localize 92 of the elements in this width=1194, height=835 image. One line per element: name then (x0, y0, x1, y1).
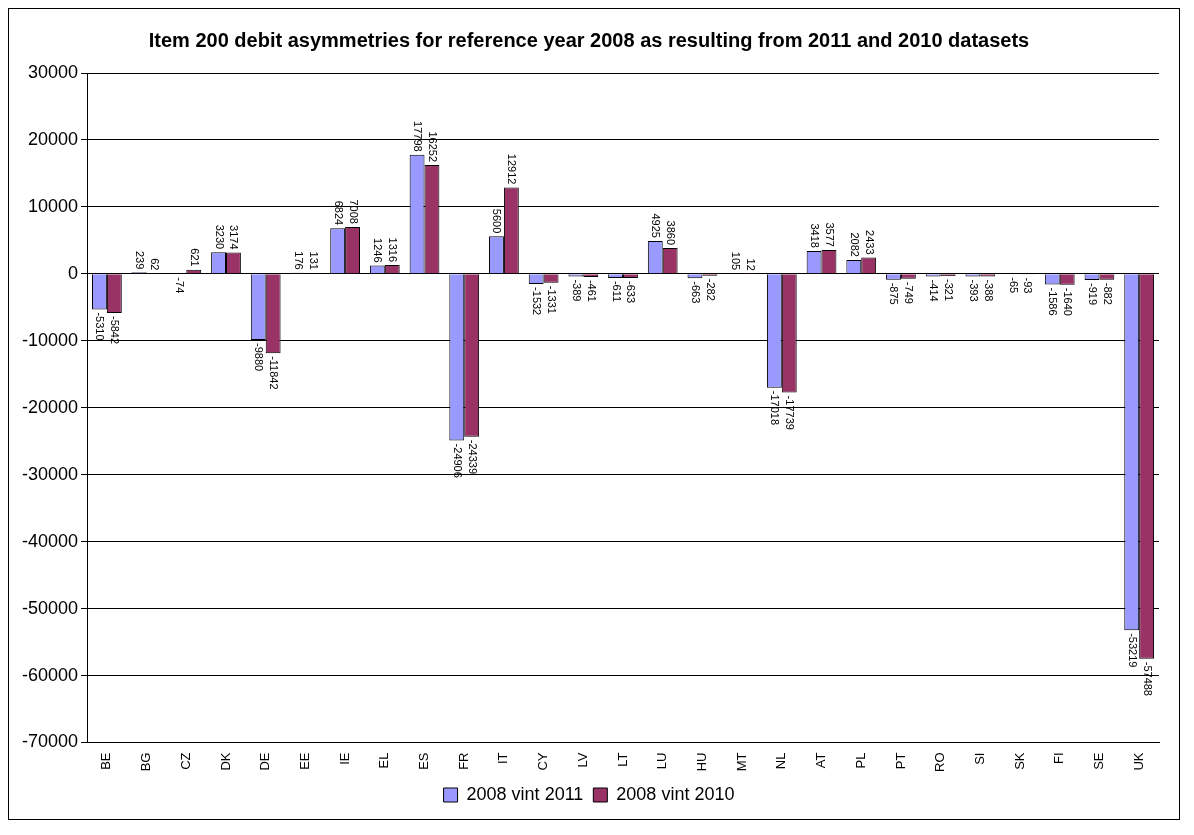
chart-title: Item 200 debit asymmetries for reference year 2008 as resulting from 2011 and 2010 datasets (148, 28, 1030, 51)
data-label: 239 (134, 250, 147, 270)
data-label: -1586 (1047, 287, 1060, 316)
x-tick-label: SK (1011, 752, 1027, 770)
x-tick-label: LV (574, 752, 590, 768)
data-label: -749 (903, 281, 916, 304)
data-label: 12 (744, 258, 757, 271)
data-label: 1246 (372, 238, 385, 263)
data-label: 2433 (863, 230, 876, 255)
data-label: 5600 (491, 208, 504, 234)
x-tick-label: ES (416, 752, 432, 770)
x-tick-label: DE (257, 752, 273, 771)
data-label: 105 (729, 251, 742, 271)
x-tick-label: DK (217, 752, 233, 771)
data-label: 3174 (228, 225, 241, 250)
y-tick-label: 0 (68, 262, 79, 283)
data-label: 621 (188, 248, 201, 267)
data-label: -57488 (1141, 661, 1154, 696)
data-label: 4925 (650, 213, 663, 238)
data-label: -93 (1022, 277, 1035, 294)
data-label: -414 (928, 279, 941, 302)
x-tick-label: FI (1051, 752, 1067, 765)
data-label: -282 (704, 278, 717, 301)
data-label: -24906 (451, 443, 464, 478)
x-tick-label: EL (376, 752, 392, 769)
x-tick-label: UK (1130, 752, 1146, 771)
x-tick-label: FR (455, 752, 471, 770)
data-label: -17739 (784, 395, 797, 430)
legend-label: 2008 vint 2010 (616, 783, 735, 804)
x-tick-label: NL (773, 752, 789, 770)
x-tick-label: IE (336, 752, 352, 765)
data-label: 3230 (213, 224, 226, 250)
y-tick-label: -40000 (21, 530, 79, 551)
data-label: 17798 (412, 121, 425, 152)
y-tick-label: -50000 (21, 597, 79, 618)
data-label: -611 (610, 280, 623, 303)
x-tick-label: HU (694, 752, 710, 772)
data-label: 3577 (823, 222, 836, 247)
y-tick-label: -60000 (21, 664, 79, 685)
data-label: -461 (585, 279, 598, 302)
x-tick-label: BE (98, 752, 114, 770)
data-label: -65 (1007, 277, 1020, 294)
x-tick-label: SE (1091, 752, 1107, 770)
data-label: 176 (292, 251, 305, 270)
data-label: -1331 (546, 285, 559, 314)
data-label: -663 (689, 281, 702, 304)
data-label: -24339 (466, 439, 479, 475)
data-label: -393 (967, 279, 980, 302)
x-tick-label: AT (813, 752, 829, 769)
x-tick-label: SI (971, 752, 987, 765)
data-label: -5310 (94, 312, 107, 341)
data-label: -1532 (531, 287, 544, 316)
y-tick-label: 20000 (27, 128, 79, 149)
data-label: 6824 (332, 200, 345, 226)
data-label: -875 (888, 282, 901, 305)
data-label: 131 (307, 251, 320, 270)
y-tick-label: -20000 (21, 396, 79, 417)
x-tick-label: PL (852, 752, 868, 769)
x-tick-label: CZ (177, 752, 193, 770)
data-label: -1640 (1062, 287, 1075, 316)
x-tick-label: MT (733, 752, 749, 772)
data-label: 12912 (506, 153, 519, 185)
y-tick-label: 30000 (27, 61, 79, 82)
data-label: 1316 (387, 237, 400, 263)
x-tick-label: LU (654, 752, 670, 770)
data-label: 3418 (809, 223, 822, 248)
x-tick-label: IT (495, 752, 511, 765)
data-label: 3860 (665, 220, 678, 246)
data-label: -919 (1086, 283, 1099, 306)
data-label: -388 (982, 279, 995, 302)
data-label: -389 (570, 279, 583, 302)
data-label: -74 (173, 277, 186, 294)
data-label: -9880 (253, 343, 266, 372)
x-tick-label: PT (892, 752, 908, 770)
x-tick-label: BG (138, 752, 154, 772)
data-label: -882 (1101, 282, 1114, 305)
y-tick-label: 10000 (27, 195, 79, 216)
data-label: -5842 (109, 315, 122, 345)
x-tick-label: LT (614, 752, 630, 767)
data-label: 62 (149, 258, 162, 271)
y-tick-label: -70000 (21, 731, 79, 752)
x-tick-label: RO (932, 752, 948, 772)
y-tick-label: -10000 (21, 329, 79, 350)
data-label: -53219 (1126, 633, 1139, 668)
data-label: -11842 (268, 356, 281, 390)
data-label: -321 (943, 279, 956, 302)
legend-label: 2008 vint 2011 (466, 783, 584, 804)
x-tick-label: EE (296, 752, 312, 770)
y-tick-label: -30000 (21, 463, 79, 484)
data-label: 2082 (848, 232, 861, 257)
data-label: -633 (625, 281, 638, 304)
x-tick-label: CY (535, 752, 551, 771)
